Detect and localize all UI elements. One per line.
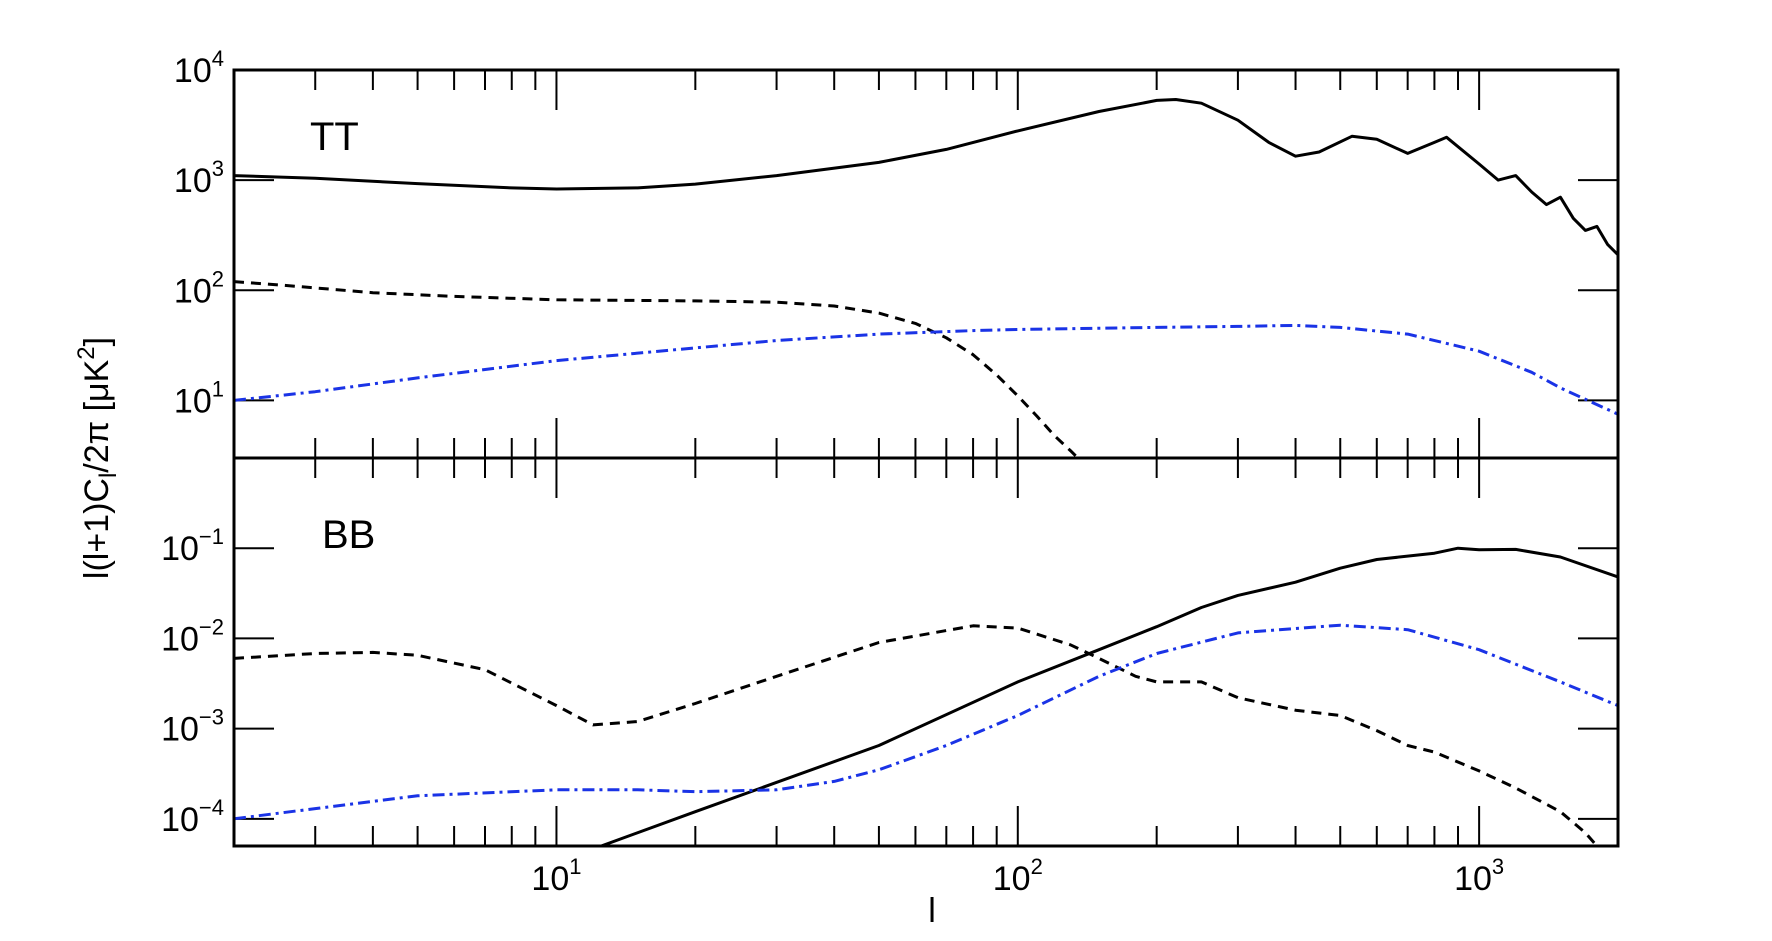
- x-tick-label: 103: [1454, 854, 1504, 898]
- bb-panel: 10−4 10−3 10−2 10−1 101 102 103 BB: [161, 456, 1620, 898]
- tt-series-dashed-line: [234, 280, 1079, 458]
- tt-series-solid-line: [234, 98, 1618, 256]
- tt-y-tick-label: 102: [174, 266, 224, 310]
- x-axis-label: l: [928, 892, 936, 930]
- bb-series-dashdot-line: [234, 623, 1618, 821]
- bb-y-tick-labels: 10−4 10−3 10−2 10−1: [161, 524, 224, 839]
- x-tick-label: 101: [531, 854, 581, 898]
- tt-series-dashdot-line: [234, 323, 1618, 416]
- y-axis-label-subscript: l: [95, 473, 122, 478]
- x-tick-labels: 101 102 103: [531, 854, 1504, 898]
- bb-y-tick-label: 10−2: [161, 614, 224, 658]
- bb-panel-label: BB: [322, 513, 375, 557]
- y-axis-label: l(l+1)Cl/2π [μK2]: [73, 337, 122, 579]
- bb-y-tick-label: 10−3: [161, 705, 224, 749]
- tt-y-tick-label: 104: [174, 46, 224, 90]
- bb-y-tick-label: 10−4: [161, 795, 224, 839]
- bb-tick-marks: [233, 458, 1619, 846]
- tt-panel: 101 102 103 104 TT: [174, 46, 1620, 460]
- tt-y-tick-label: 101: [174, 376, 224, 420]
- y-axis-label-part-3: ]: [78, 337, 116, 346]
- tt-tick-marks: [233, 69, 1619, 458]
- bb-y-tick-label: 10−1: [161, 524, 224, 568]
- x-tick-label: 102: [993, 854, 1043, 898]
- y-axis-label-part-2: /2π [μK: [78, 359, 116, 472]
- tt-series-group: [234, 98, 1618, 458]
- bb-plot-frame: [232, 456, 1620, 848]
- y-axis-label-superscript: 2: [73, 346, 100, 359]
- tt-y-tick-label: 103: [174, 156, 224, 200]
- tt-plot-frame: [232, 68, 1620, 460]
- bb-series-group: [234, 546, 1618, 846]
- bb-series-solid-line: [600, 546, 1618, 846]
- tt-y-tick-labels: 101 102 103 104: [174, 46, 224, 420]
- tt-panel-label: TT: [310, 115, 359, 159]
- y-axis-label-part-1: l(l+1)C: [78, 478, 116, 579]
- bb-series-dashed-line: [234, 624, 1599, 846]
